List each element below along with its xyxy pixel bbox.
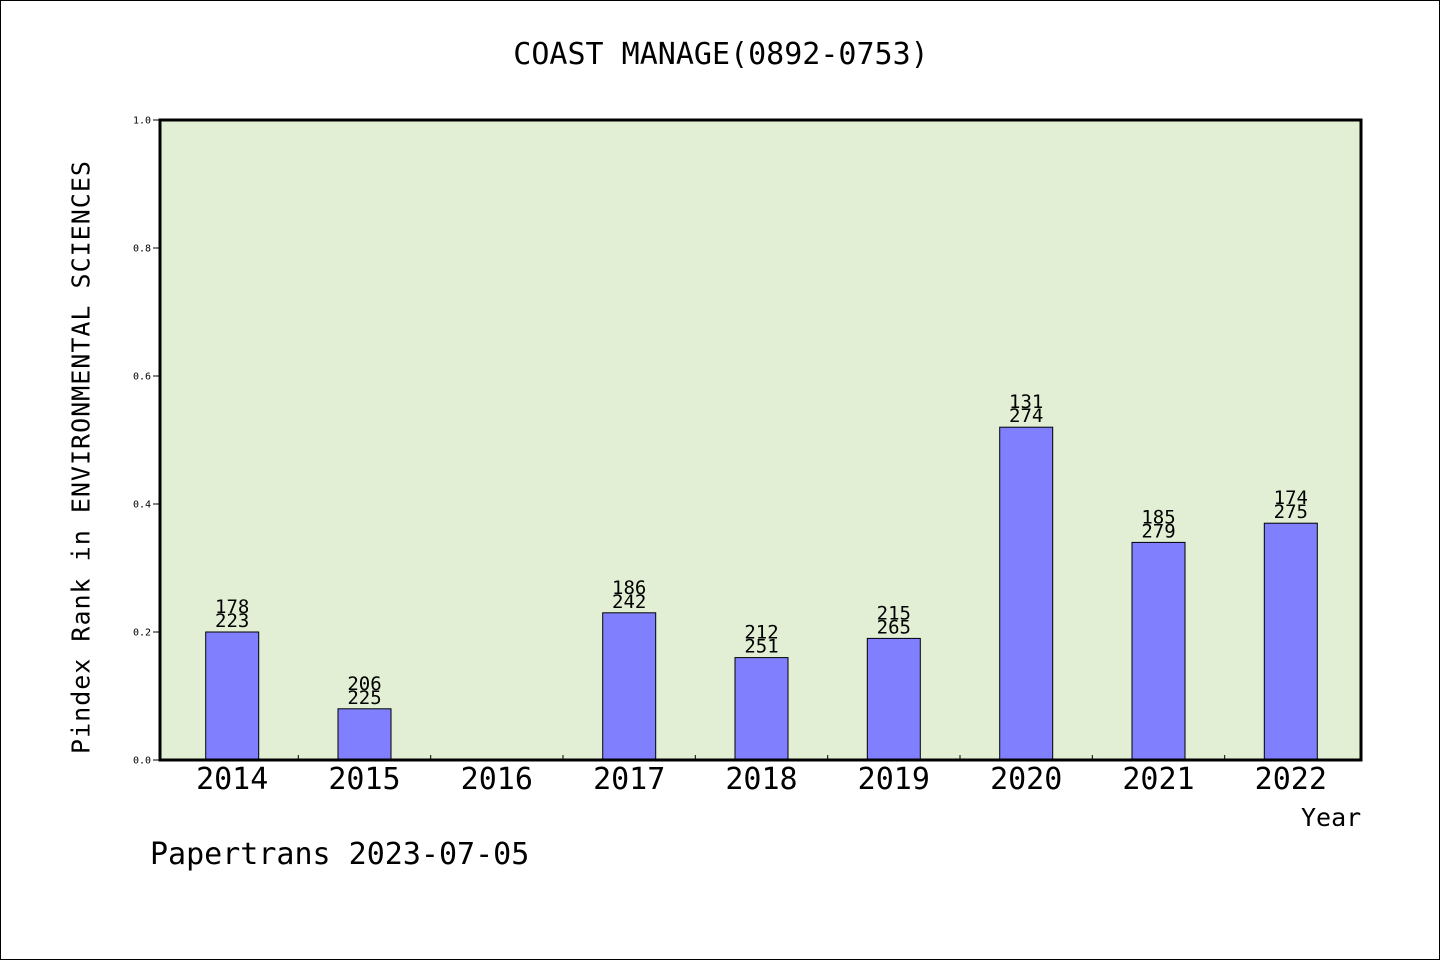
y-tick-label-0.0: 0.0	[133, 756, 151, 767]
y-ticks-group: 0.0 0.2 0.4 0.6 0.8 1.0	[133, 116, 160, 767]
y-tick-label-1.0: 1.0	[133, 116, 151, 127]
data-labels-group: 1782232062251862422122512152651312741852…	[215, 391, 1308, 709]
bar-label-bottom-2014: 223	[215, 610, 249, 632]
y-tick-label-0.6: 0.6	[133, 372, 151, 383]
x-tick-label-2020: 2020	[990, 762, 1062, 797]
bars-group	[205, 426, 1318, 761]
x-tick-label-2019: 2019	[858, 762, 930, 797]
bar-label-bottom-2022: 275	[1274, 501, 1308, 523]
bar-label-top-2018: 212	[744, 622, 778, 644]
bar-2021	[1131, 541, 1186, 761]
x-tick-label-2016: 2016	[461, 762, 533, 797]
bar-label-top-2014: 178	[215, 596, 249, 618]
bar-2017	[602, 612, 657, 761]
y-tick-label-0.8: 0.8	[133, 244, 151, 255]
bar-2014	[205, 631, 260, 761]
footer-watermark: Papertrans 2023-07-05	[150, 837, 530, 872]
bar-label-bottom-2019: 265	[877, 616, 911, 638]
chart-title: COAST MANAGE(0892-0753)	[513, 37, 929, 72]
bar-label-bottom-2021: 279	[1141, 520, 1175, 542]
bar-label-top-2020: 131	[1009, 391, 1043, 413]
y-tick-label-0.2: 0.2	[133, 628, 151, 639]
x-tick-label-2015: 2015	[328, 762, 400, 797]
x-ticks-group: 2014 2015 2016 2017 2018 2019 2020 2021 2022	[196, 755, 1327, 797]
bar-label-top-2021: 185	[1141, 506, 1175, 528]
x-axis-label: Year	[1301, 803, 1362, 832]
bar-2015	[337, 708, 392, 761]
bar-label-top-2015: 206	[347, 673, 381, 695]
bar-label-bottom-2020: 274	[1009, 405, 1043, 427]
x-tick-label-2022: 2022	[1255, 762, 1327, 797]
bar-label-top-2019: 215	[877, 602, 911, 624]
bar-label-bottom-2018: 251	[744, 636, 778, 658]
bar-2019	[866, 637, 921, 761]
x-tick-label-2014: 2014	[196, 762, 268, 797]
bar-label-bottom-2017: 242	[612, 591, 646, 613]
bar-2020	[999, 426, 1054, 761]
bar-label-top-2022: 174	[1274, 487, 1308, 509]
x-tick-label-2021: 2021	[1122, 762, 1194, 797]
bar-label-bottom-2015: 225	[347, 687, 381, 709]
plot-border	[158, 118, 1363, 762]
y-tick-label-0.4: 0.4	[133, 500, 151, 511]
bar-2018	[734, 657, 789, 761]
x-tick-label-2018: 2018	[725, 762, 797, 797]
bar-label-top-2017: 186	[612, 577, 646, 599]
x-tick-label-2017: 2017	[593, 762, 665, 797]
bar-2022	[1263, 522, 1318, 761]
